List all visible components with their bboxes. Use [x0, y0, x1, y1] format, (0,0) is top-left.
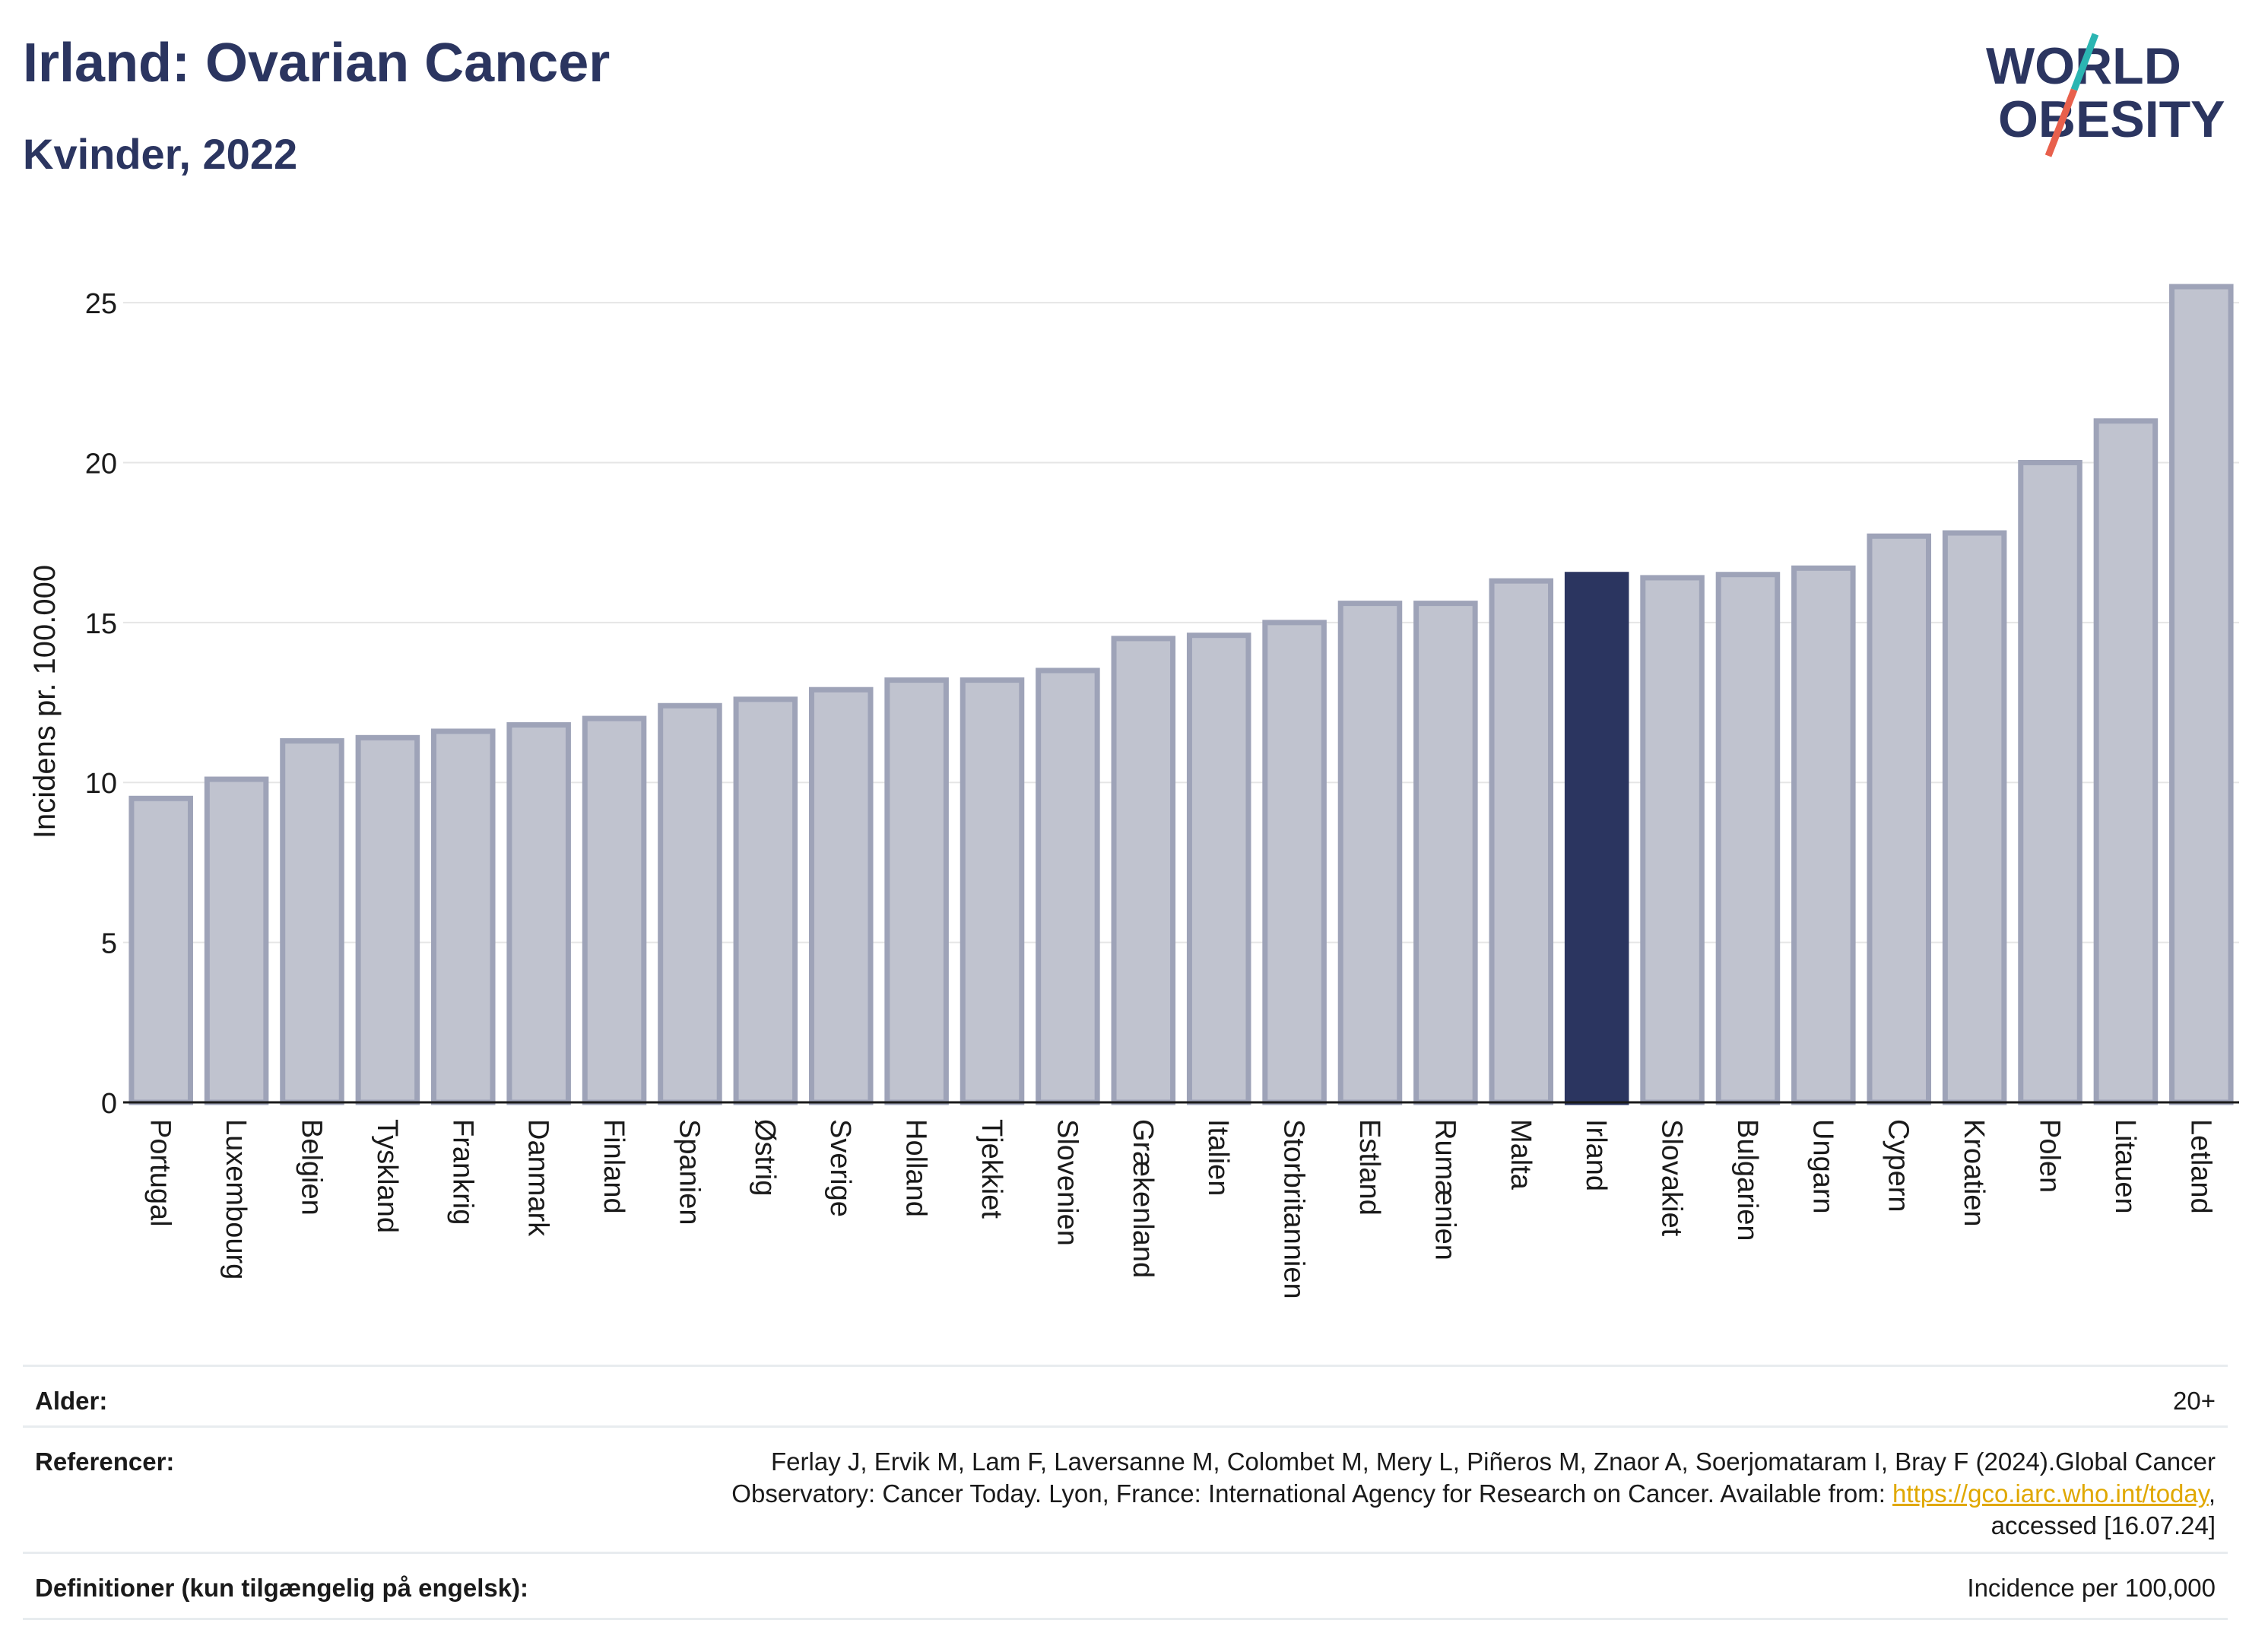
logo-word-obesity: OBESITY	[1998, 90, 2225, 148]
info-table: Alder: 20+ Referencer: Ferlay J, Ervik M…	[23, 1365, 2228, 1623]
bar-frankrig	[431, 728, 496, 1105]
y-axis: 0 5 10 15 20 25	[85, 288, 117, 1120]
references-value: Ferlay J, Ervik M, Lam F, Laversanne M, …	[731, 1446, 2216, 1542]
x-tick-label: Tjekkiet	[975, 1119, 1007, 1219]
bar-sverige	[808, 686, 874, 1105]
bar-rumænien	[1413, 601, 1478, 1105]
x-tick-label: Danmark	[522, 1119, 554, 1237]
x-tick-label: Kroatien	[1958, 1119, 1990, 1227]
x-tick-label: Finland	[598, 1119, 630, 1214]
definitions-label: Definitioner (kun tilgængelig på engelsk…	[35, 1574, 529, 1602]
references-label: Referencer:	[35, 1447, 175, 1476]
bar-litauen	[2093, 418, 2159, 1105]
x-tick-label: Slovenien	[1051, 1119, 1083, 1246]
y-axis-label: Incidens pr. 100.000	[28, 565, 62, 839]
bar-bulgarien	[1715, 572, 1781, 1105]
bar-belgien	[280, 738, 344, 1105]
info-row-age: Alder: 20+	[23, 1365, 2228, 1428]
age-label: Alder:	[35, 1387, 108, 1415]
reference-line-1: Ferlay J, Ervik M, Lam F, Laversanne M, …	[771, 1447, 2216, 1476]
x-tick-label: Rumænien	[1429, 1119, 1461, 1260]
y-tick-label: 5	[101, 928, 117, 960]
bar-tyskland	[355, 734, 420, 1105]
x-tick-label: Cypern	[1883, 1119, 1914, 1213]
reference-line-2: Observatory: Cancer Today. Lyon, France:…	[731, 1478, 2216, 1510]
x-tick-label: Letland	[2184, 1119, 2216, 1214]
x-axis: Portugal Luxembourg Belgien Tyskland Frankri…	[123, 1101, 2239, 1299]
bar-slovenien	[1036, 667, 1100, 1105]
x-tick-label: Polen	[2034, 1119, 2066, 1193]
chart-subtitle: Kvinder, 2022	[23, 130, 298, 178]
bar-irland	[1564, 572, 1629, 1105]
bar-grækenland	[1111, 636, 1176, 1105]
bar-portugal	[128, 795, 193, 1105]
x-tick-label: Ungarn	[1806, 1119, 1838, 1214]
bar-spanien	[658, 702, 722, 1105]
x-tick-label: Grækenland	[1127, 1119, 1159, 1278]
y-tick-label: 15	[85, 608, 117, 640]
x-tick-label: Frankrig	[446, 1119, 478, 1225]
reference-line-2-text: Observatory: Cancer Today. Lyon, France:…	[731, 1479, 1893, 1508]
x-tick-label: Litauen	[2109, 1119, 2141, 1214]
bar-slovakiet	[1640, 575, 1705, 1105]
x-tick-label: Italien	[1202, 1119, 1234, 1196]
bar-østrig	[733, 696, 798, 1105]
bar-finland	[582, 715, 647, 1105]
bar-malta	[1489, 578, 1554, 1105]
y-tick-label: 20	[85, 448, 117, 480]
bar-italien	[1186, 633, 1251, 1105]
bar-cypern	[1867, 533, 1931, 1105]
x-tick-label: Portugal	[144, 1119, 176, 1227]
x-tick-label: Tyskland	[371, 1119, 403, 1233]
x-tick-label: Malta	[1505, 1119, 1537, 1191]
bar-letland	[2169, 284, 2234, 1105]
x-tick-label: Luxembourg	[220, 1119, 252, 1279]
bar-luxembourg	[204, 776, 269, 1105]
x-tick-label: Estland	[1353, 1119, 1385, 1216]
x-tick-label: Spanien	[673, 1119, 705, 1225]
x-tick-label: Holland	[900, 1119, 932, 1217]
bar-ungarn	[1791, 565, 1856, 1105]
world-obesity-logo: WORLD OBESITY	[1986, 33, 2225, 157]
x-tick-label: Storbritannien	[1278, 1119, 1310, 1299]
x-tick-label: Irland	[1580, 1119, 1612, 1191]
bar-tjekkiet	[960, 677, 1025, 1105]
x-tick-label: Slovakiet	[1656, 1119, 1688, 1237]
bars	[128, 284, 2234, 1105]
reference-line-3: accessed [16.07.24]	[1990, 1511, 2216, 1539]
bar-chart: 0 5 10 15 20 25 Portugal Luxembourg Belgien Tysk…	[28, 284, 2239, 1299]
x-tick-label: Østrig	[749, 1119, 781, 1196]
definitions-value: Incidence per 100,000	[1967, 1574, 2216, 1602]
x-tick-label: Belgien	[295, 1119, 327, 1216]
age-value: 20+	[2173, 1387, 2216, 1415]
reference-line-2-end: ,	[2208, 1479, 2216, 1508]
bar-estland	[1337, 601, 1403, 1105]
logo-slash-teal	[2070, 33, 2099, 91]
y-tick-label: 0	[101, 1088, 117, 1120]
chart-title: Irland: Ovarian Cancer	[23, 33, 611, 94]
y-tick-label: 10	[85, 768, 117, 800]
x-tick-label: Sverige	[824, 1119, 856, 1217]
reference-link[interactable]: https://gco.iarc.who.int/today	[1892, 1479, 2209, 1508]
bar-kroatien	[1942, 530, 2007, 1105]
logo-slash-red	[2044, 88, 2078, 157]
info-row-references: Referencer: Ferlay J, Ervik M, Lam F, La…	[23, 1425, 2228, 1554]
bar-polen	[2018, 459, 2082, 1105]
x-tick-label: Bulgarien	[1731, 1119, 1763, 1241]
bar-holland	[884, 677, 949, 1105]
bar-storbritannien	[1262, 620, 1327, 1105]
bar-danmark	[506, 721, 571, 1105]
info-row-definitions: Definitioner (kun tilgængelig på engelsk…	[23, 1552, 2228, 1620]
y-tick-label: 25	[85, 288, 117, 320]
